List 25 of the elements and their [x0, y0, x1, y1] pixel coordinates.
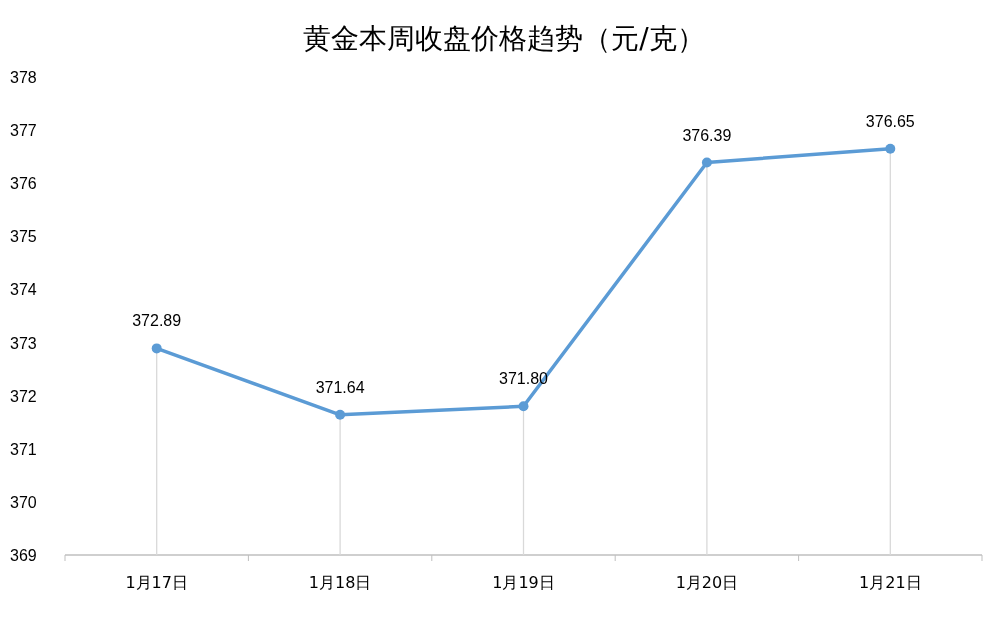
y-tick-label: 370	[10, 493, 37, 511]
y-tick-label: 369	[10, 547, 37, 564]
x-tick-label: 1月18日	[308, 573, 372, 592]
y-tick-label: 374	[10, 281, 37, 299]
y-tick-label: 376	[10, 175, 37, 193]
data-label: 376.39	[682, 126, 732, 144]
y-tick-label: 375	[10, 228, 37, 246]
y-tick-label: 373	[10, 334, 37, 352]
x-tick-label: 1月17日	[125, 573, 188, 592]
y-tick-label: 372	[10, 387, 37, 405]
y-tick-label: 377	[10, 122, 37, 140]
point	[335, 409, 346, 420]
point	[701, 157, 712, 168]
data-label: 376.65	[865, 112, 915, 130]
point	[518, 401, 529, 412]
point	[151, 343, 162, 354]
x-tick-label: 1月19日	[492, 573, 555, 592]
x-tick-label: 1月20日	[675, 573, 739, 592]
y-tick-label: 378	[10, 69, 37, 86]
data-label: 372.89	[132, 312, 182, 330]
chart-title: 黄金本周收盘价格趋势（元/克）	[303, 22, 705, 55]
y-tick-label: 371	[10, 440, 37, 458]
data-label: 371.64	[315, 378, 365, 396]
x-tick-label: 1月21日	[859, 573, 922, 592]
point	[885, 143, 896, 154]
